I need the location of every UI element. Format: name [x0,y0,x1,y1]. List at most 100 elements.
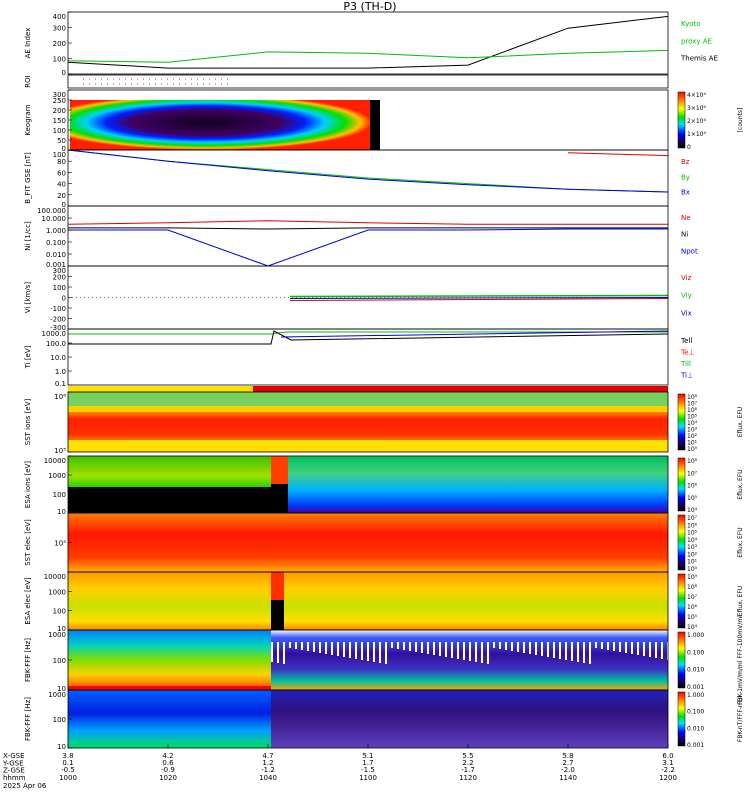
esa-ion-right [288,456,668,513]
x-tick-xgse: 6.0 [662,752,673,760]
x-tick-ygse: 2.2 [462,759,473,767]
colorbar-tick: 0.100 [687,709,704,716]
y-tick-label: 100 [53,491,66,499]
y-tick-label: 100 [53,284,66,292]
fbk-streak [463,642,465,660]
fbk-streak [523,642,525,653]
fbk-streak [409,642,411,651]
colorbar-label: FBK-1mV/m/ml FFF-100mV/ml [737,615,744,705]
colorbar-tick: 0.100 [687,649,704,656]
colorbar-tick: 10⁸ [687,394,698,401]
colorbar-tick: 0.010 [687,725,704,732]
colorbar-tick: 1×10⁴ [687,131,706,138]
colorbar-label: Eflux, EFU [737,407,744,437]
legend-entry: proxy AE [681,37,712,45]
fbk-streak [361,642,363,660]
panel-ylabel: ROI [24,75,32,87]
esa-elec-transition-black [271,600,284,630]
fbk-streak [583,642,585,663]
colorbar-tick: 10¹ [687,559,698,566]
colorbar-label: [counts] [737,108,744,133]
fbk-streak [517,642,519,652]
vi-trace-x [289,297,669,299]
vi-trace-z [289,298,669,301]
x-tick-time: 1000 [59,774,77,782]
series-bz [567,152,669,157]
fbk-streak [643,642,645,656]
fbk-streak [349,642,351,658]
colorbar [677,514,686,571]
colorbar-tick: 10⁸ [687,584,698,591]
y-tick-label: 150 [53,117,66,125]
y-tick-label: 0 [62,201,66,209]
fbk-bottom-band [68,686,271,690]
fbk-streak [385,642,387,664]
y-tick-label: 10.0 [50,354,66,362]
panel-ylabel: Keogram [24,104,32,135]
panel-ylabel: SST elec [eV] [24,519,32,566]
panel-ylabel: AE Index [24,28,32,59]
y-tick-label: 80 [57,158,66,166]
y-tick-label: 0 [62,295,66,303]
legend-entry: Viy [681,292,692,300]
colorbar-tick: 10⁰ [687,566,698,573]
fbk-streak [601,642,603,649]
fbk-streak [571,642,573,661]
x-row-label: Y-GSE [2,759,24,767]
colorbar-tick: 10² [687,433,698,440]
y-tick-label: 200 [53,40,66,48]
figure-title: P3 (TH-D) [343,0,397,13]
fbk-streak [607,642,609,650]
x-tick-ygse: 2.7 [562,759,573,767]
fbk-streak [433,642,435,655]
keogram-image [70,100,372,150]
vi-trace-y [289,294,669,298]
x-tick-xgse: 3.8 [62,752,73,760]
x-tick-zgse: -1.7 [461,766,475,774]
fbk-streak [553,642,555,658]
legend-entry: Ne [681,214,691,222]
legend-entry: Bz [681,158,690,166]
panel-frame [67,391,669,453]
colorbar-tick: 10⁴ [687,624,698,631]
fbk-streak [325,642,327,654]
x-row-label: Z-GSE [3,767,25,775]
fbk-streak [469,642,471,661]
y-tick-label: 20 [57,192,66,200]
fbk-left [68,630,271,690]
x-tick-ygse: 0.1 [62,759,73,767]
fbk-streak [457,642,459,659]
colorbar-tick: 10⁴ [687,420,698,427]
y-tick-label: 1.0 [55,368,66,376]
y-tick-label: 10 [57,685,66,693]
y-tick-label: 300 [53,25,66,33]
panel-frame [67,328,669,386]
esa-elec-transition [271,572,284,600]
colorbar [677,631,686,689]
fbk-streak [337,642,339,656]
y-tick-label: 300 [53,91,66,99]
x-tick-ygse: 3.1 [662,759,673,767]
sst-ion-bottom [68,440,668,452]
colorbar [677,393,686,451]
panel-ylabel: SST ions [eV] [24,398,32,445]
x-tick-zgse: -1.2 [261,766,275,774]
series-npot [68,228,668,267]
y-tick-label: 10.000 [42,215,67,223]
sst-ion-top [68,392,668,406]
fbk-streak [427,642,429,654]
y-tick-label: 0 [62,69,66,77]
legend-entry: Ni [681,231,688,239]
series-ne [67,220,668,225]
y-tick-label: 100 [53,151,66,159]
fbk-streak [301,642,303,650]
fbk-streak [595,642,597,648]
colorbar-tick: 10⁷ [687,470,698,477]
colorbar-tick: 10⁶ [687,522,698,529]
x-tick-xgse: 5.8 [562,752,573,760]
legend-entry: By [681,173,690,181]
x-tick-xgse: 4.7 [262,752,273,760]
series-themis-ae [67,15,669,69]
y-tick-label: 1000 [48,691,66,699]
sst-ion-band [68,406,668,412]
